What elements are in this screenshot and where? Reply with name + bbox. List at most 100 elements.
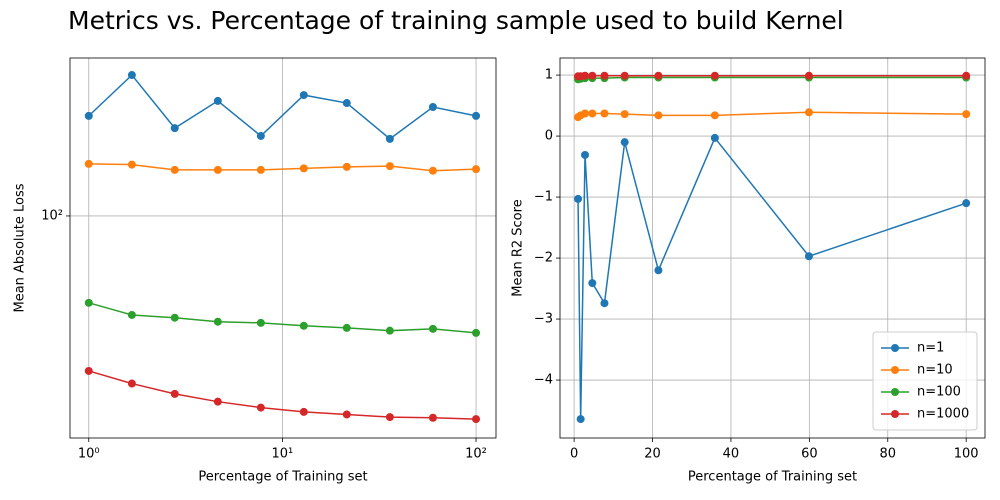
data-point xyxy=(804,252,813,261)
data-point xyxy=(620,71,629,80)
figure-title: Metrics vs. Percentage of training sampl… xyxy=(68,6,844,35)
y-tick-label: −1 xyxy=(534,190,553,205)
axes-frame xyxy=(559,57,986,439)
legend-marker xyxy=(891,410,899,418)
y-tick-label: 0 xyxy=(545,129,553,144)
x-tick-label: 10² xyxy=(465,447,487,462)
data-point xyxy=(256,131,265,140)
data-point xyxy=(581,150,590,159)
data-point xyxy=(600,299,609,308)
legend-label: n=10 xyxy=(917,363,953,378)
data-point xyxy=(84,159,93,168)
data-point xyxy=(385,134,394,143)
data-point xyxy=(428,103,437,112)
data-point xyxy=(84,298,93,307)
legend-label: n=1 xyxy=(917,341,944,356)
data-point xyxy=(654,71,663,80)
data-point xyxy=(428,413,437,422)
data-point xyxy=(385,326,394,335)
series-line xyxy=(88,73,477,140)
series-line xyxy=(577,76,967,81)
data-point xyxy=(962,110,971,119)
data-point xyxy=(256,318,265,327)
data-point xyxy=(299,407,308,416)
data-point xyxy=(472,415,481,424)
data-point xyxy=(213,317,222,326)
data-point xyxy=(588,71,597,80)
data-point xyxy=(620,110,629,119)
legend: n=1 n=10 n=100 n=1000 xyxy=(872,331,978,431)
legend-marker xyxy=(891,344,899,352)
data-point xyxy=(170,124,179,133)
data-point xyxy=(472,111,481,120)
y-axis-label: Mean Absolute Loss xyxy=(13,183,28,312)
series-line xyxy=(577,111,967,118)
data-point xyxy=(385,162,394,171)
data-point xyxy=(654,111,663,120)
data-point xyxy=(710,71,719,80)
data-point xyxy=(472,328,481,337)
data-point xyxy=(213,397,222,406)
data-point xyxy=(127,160,136,169)
data-point xyxy=(962,199,971,208)
data-point xyxy=(600,71,609,80)
data-point xyxy=(170,389,179,398)
x-axis-label: Percentage of Training set xyxy=(688,470,857,485)
data-point xyxy=(84,366,93,375)
x-tick-label: 10⁰ xyxy=(78,447,100,462)
data-point xyxy=(127,71,136,80)
x-tick-label: 80 xyxy=(879,447,896,462)
data-point xyxy=(213,165,222,174)
data-point xyxy=(472,165,481,174)
data-point xyxy=(576,415,585,424)
data-point xyxy=(342,323,351,332)
data-point xyxy=(342,99,351,108)
series-line xyxy=(578,74,967,78)
y-tick-label: 1 xyxy=(545,68,553,83)
series-line xyxy=(88,370,477,420)
legend-box xyxy=(872,331,978,431)
data-point xyxy=(710,133,719,142)
data-point xyxy=(213,96,222,105)
y-axis-label: Mean R2 Score xyxy=(511,199,526,296)
y-tick-label: −3 xyxy=(534,312,553,327)
data-point xyxy=(256,165,265,174)
x-tick-label: 40 xyxy=(723,447,740,462)
data-point xyxy=(581,71,590,80)
data-point xyxy=(588,279,597,288)
legend-marker xyxy=(891,388,899,396)
data-point xyxy=(654,266,663,275)
x-tick-label: 100 xyxy=(954,447,979,462)
data-point xyxy=(170,165,179,174)
data-point xyxy=(428,324,437,333)
legend-marker xyxy=(891,366,899,374)
data-point xyxy=(127,310,136,319)
y-tick-label: −2 xyxy=(534,251,553,266)
series-line xyxy=(88,163,477,172)
x-tick-label: 0 xyxy=(570,447,578,462)
data-point xyxy=(127,379,136,388)
data-point xyxy=(342,410,351,419)
series-line xyxy=(88,302,477,334)
x-tick-label: 60 xyxy=(801,447,818,462)
data-point xyxy=(385,413,394,422)
legend-label: n=1000 xyxy=(917,407,969,422)
x-axis-label: Percentage of Training set xyxy=(198,470,367,485)
legend-label: n=100 xyxy=(917,385,961,400)
data-point xyxy=(620,138,629,147)
data-point xyxy=(428,166,437,175)
data-point xyxy=(299,321,308,330)
x-tick-label: 20 xyxy=(644,447,661,462)
data-point xyxy=(600,109,609,118)
data-point xyxy=(170,313,179,322)
series-line xyxy=(577,136,967,420)
data-point xyxy=(962,71,971,80)
data-point xyxy=(256,403,265,412)
data-point xyxy=(299,164,308,173)
data-point xyxy=(710,111,719,120)
data-point xyxy=(588,109,597,118)
data-point xyxy=(804,108,813,117)
data-point xyxy=(342,162,351,171)
